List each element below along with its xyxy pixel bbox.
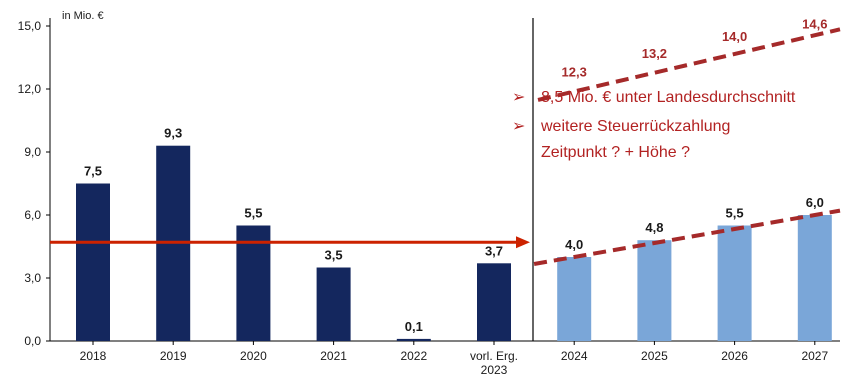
x-tick-label: 2026 (721, 349, 748, 363)
x-tick-labels: 2018 2019 2020 2021 2022 vorl. Erg. 2023 2024 20… (80, 349, 829, 377)
state-average-label: 14,0 (722, 29, 747, 44)
trend-lines: 12,3 13,2 14,0 14,6 (533, 16, 841, 266)
x-tick-label: 2025 (641, 349, 668, 363)
annotation-text: weitere Steuerrückzahlung (540, 118, 730, 135)
x-tick-label: 2022 (400, 349, 427, 363)
y-tick-label: 15,0 (18, 19, 42, 33)
bar-value-label: 6,0 (806, 195, 824, 210)
bar-value-label: 3,5 (325, 248, 343, 263)
bar-actual (396, 338, 431, 341)
x-tick-label: 2027 (801, 349, 828, 363)
reference-arrowhead (516, 236, 530, 249)
bar-value-label: 4,8 (645, 220, 663, 235)
x-tick-label: 2019 (160, 349, 187, 363)
annotation-bullet: ➢ (512, 118, 525, 135)
annotation-bullet: ➢ (512, 89, 525, 106)
annotation-text: Zeitpunkt ? + Höhe ? (541, 144, 690, 161)
bar-forecast (557, 257, 592, 341)
x-tick-label: 2024 (561, 349, 588, 363)
y-tick-label: 3,0 (24, 271, 41, 285)
bar-value-label: 0,1 (405, 319, 423, 334)
bar-actual (236, 225, 271, 341)
state-average-label: 12,3 (562, 65, 587, 80)
bar-forecast (717, 225, 752, 341)
state-average-label: 13,2 (642, 46, 667, 61)
bar-actual (316, 267, 351, 341)
y-tick-labels: 15,0 12,0 9,0 6,0 3,0 0,0 (18, 19, 42, 348)
bar-value-label: 5,5 (244, 206, 262, 221)
y-tick-label: 6,0 (24, 208, 41, 222)
x-tick-label: 2021 (320, 349, 347, 363)
bar-forecast (637, 240, 672, 341)
x-tick-label: 2020 (240, 349, 267, 363)
bar-actual (477, 263, 511, 341)
bar-forecast (797, 215, 832, 341)
y-tick-label: 9,0 (24, 145, 41, 159)
bar-value-label: 3,7 (485, 243, 503, 258)
bar-value-labels: 7,5 9,3 5,5 3,5 0,1 3,7 4,0 4,8 5,5 6,0 (84, 126, 824, 334)
y-tick-label: 0,0 (24, 334, 41, 348)
x-tick-label: 2018 (80, 349, 107, 363)
bar-actual (76, 183, 110, 341)
y-tick-label: 12,0 (18, 82, 42, 96)
bar-value-label: 7,5 (84, 164, 102, 179)
reference-arrow (50, 236, 530, 249)
forecast-trend-line (533, 208, 841, 266)
state-average-trend-line (537, 27, 841, 102)
unit-label: in Mio. € (62, 10, 104, 22)
bar-value-label: 5,5 (726, 206, 744, 221)
x-tick-label: vorl. Erg. 2023 (470, 349, 518, 377)
annotation-text: 8,5 Mio. € unter Landesdurchschnitt (541, 89, 796, 106)
bar-value-label: 4,0 (565, 237, 583, 252)
annotations: ➢ 8,5 Mio. € unter Landesdurchschnitt ➢ wei… (512, 89, 796, 161)
state-average-label: 14,6 (802, 16, 827, 31)
bar-value-label: 9,3 (164, 126, 182, 141)
